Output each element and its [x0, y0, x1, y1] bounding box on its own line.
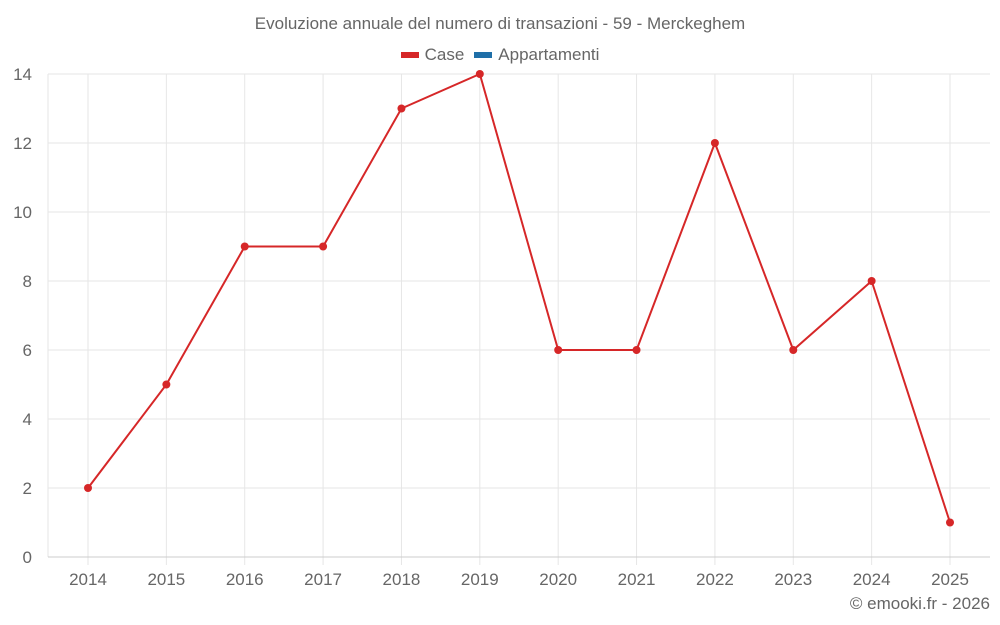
y-tick-label: 14 — [13, 65, 32, 84]
data-point[interactable] — [84, 484, 92, 492]
x-tick-label: 2014 — [69, 570, 107, 589]
y-tick-label: 2 — [23, 479, 32, 498]
x-tick-label: 2023 — [774, 570, 812, 589]
x-tick-label: 2021 — [618, 570, 656, 589]
series-line — [87, 72, 951, 523]
legend: Case Appartamenti — [0, 45, 1000, 65]
y-tick-label: 0 — [23, 548, 32, 567]
legend-item-appartamenti[interactable]: Appartamenti — [474, 45, 599, 65]
data-point[interactable] — [946, 518, 954, 527]
legend-label-appartamenti: Appartamenti — [498, 45, 600, 64]
data-point[interactable] — [162, 380, 171, 389]
y-tick-label: 12 — [13, 134, 32, 153]
x-tick-label: 2022 — [696, 570, 734, 589]
legend-label-case: Case — [424, 45, 465, 64]
data-point[interactable] — [867, 277, 876, 285]
chart-title: Evoluzione annuale del numero di transaz… — [254, 14, 746, 33]
x-tick-label: 2025 — [931, 570, 969, 589]
data-point[interactable] — [397, 104, 406, 113]
data-point[interactable] — [475, 70, 484, 78]
y-tick-label: 8 — [23, 272, 32, 291]
x-axis: 2014 2015 2016 2017 2018 2019 2020 2021 2022 2023… — [69, 570, 969, 589]
x-tick-label: 2017 — [304, 570, 342, 589]
data-point[interactable] — [710, 139, 719, 147]
legend-swatch-case — [400, 52, 419, 58]
x-tick-label: 2018 — [383, 570, 421, 589]
data-point[interactable] — [319, 242, 328, 251]
legend-item-case[interactable]: Case — [400, 45, 465, 65]
series-case — [84, 70, 954, 527]
data-point[interactable] — [554, 346, 563, 354]
legend-swatch-appartamenti — [474, 52, 493, 58]
data-point[interactable] — [632, 346, 641, 354]
x-tick-label: 2020 — [539, 570, 577, 589]
y-axis: 0 2 4 6 8 10 12 14 — [13, 65, 32, 567]
x-tick-label: 2019 — [461, 570, 499, 589]
x-tick-label: 2016 — [226, 570, 264, 589]
data-point[interactable] — [789, 346, 798, 354]
y-tick-label: 4 — [23, 410, 32, 429]
y-tick-label: 10 — [13, 203, 32, 222]
copyright-footer: © emooki.fr - 2026 — [849, 594, 990, 613]
data-point[interactable] — [240, 242, 249, 251]
grid-lines — [47, 73, 990, 565]
x-tick-label: 2015 — [147, 570, 185, 589]
x-tick-label: 2024 — [853, 570, 891, 589]
y-tick-label: 6 — [23, 341, 32, 360]
